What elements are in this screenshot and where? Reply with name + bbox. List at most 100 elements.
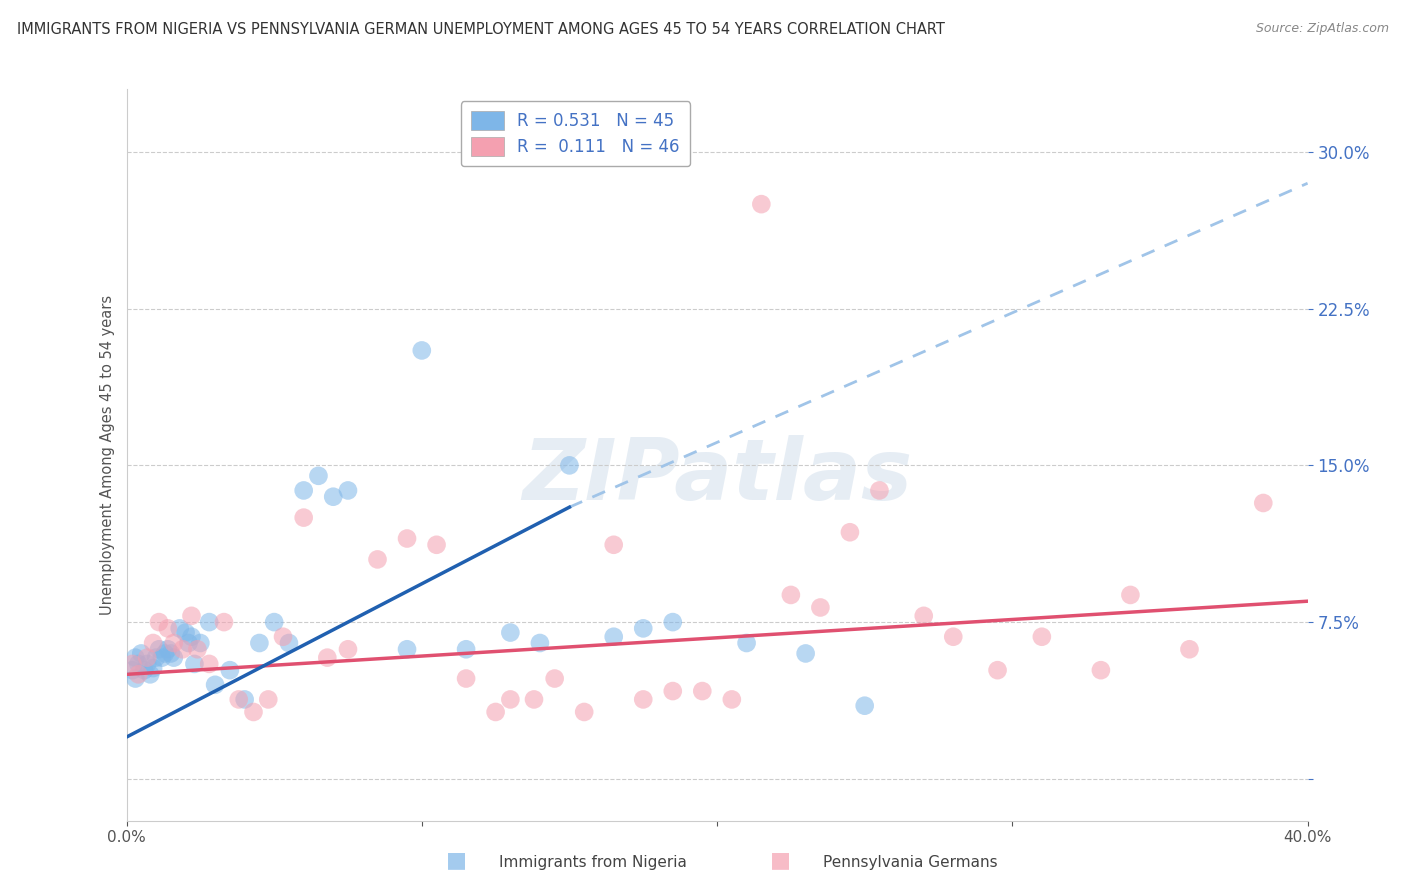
Point	[1119, 588, 1142, 602]
Point	[1178, 642, 1201, 657]
Point	[263, 615, 285, 629]
Point	[242, 705, 264, 719]
Point	[779, 588, 801, 602]
Point	[136, 657, 159, 671]
Point	[186, 642, 208, 657]
Point	[172, 642, 194, 657]
Point	[160, 647, 183, 661]
Point	[720, 692, 742, 706]
Point	[271, 630, 294, 644]
Point	[942, 630, 965, 644]
Point	[142, 661, 165, 675]
Point	[153, 647, 176, 661]
Point	[484, 705, 508, 719]
Point	[366, 552, 388, 566]
Point	[558, 458, 581, 473]
Point	[292, 510, 315, 524]
Point	[148, 615, 170, 629]
Point	[148, 642, 170, 657]
Legend: R = 0.531   N = 45, R =  0.111   N = 46: R = 0.531 N = 45, R = 0.111 N = 46	[461, 101, 690, 166]
Point	[411, 343, 433, 358]
Point	[853, 698, 876, 713]
Point	[1090, 663, 1112, 677]
Point	[233, 692, 256, 706]
Point	[278, 636, 301, 650]
Point	[810, 600, 832, 615]
Point	[543, 672, 565, 686]
Point	[602, 538, 624, 552]
Point	[134, 663, 156, 677]
Point	[1251, 496, 1274, 510]
Point	[156, 642, 179, 657]
Point	[574, 705, 596, 719]
Point	[180, 608, 202, 623]
Point	[633, 692, 655, 706]
Point	[163, 650, 186, 665]
Point	[228, 692, 250, 706]
Point	[121, 657, 143, 671]
Point	[912, 608, 935, 623]
Point	[124, 672, 146, 686]
Text: ZIPatlas: ZIPatlas	[522, 435, 912, 518]
Point	[169, 621, 191, 635]
Point	[121, 663, 143, 677]
Point	[499, 692, 522, 706]
Point	[337, 483, 360, 498]
Point	[751, 197, 773, 211]
Point	[690, 684, 713, 698]
Point	[145, 650, 167, 665]
Point	[396, 532, 419, 546]
Point	[204, 678, 226, 692]
Point	[188, 636, 211, 650]
Point	[661, 684, 683, 698]
Point	[247, 636, 270, 650]
Y-axis label: Unemployment Among Ages 45 to 54 years: Unemployment Among Ages 45 to 54 years	[100, 295, 115, 615]
Point	[499, 625, 522, 640]
Text: IMMIGRANTS FROM NIGERIA VS PENNSYLVANIA GERMAN UNEMPLOYMENT AMONG AGES 45 TO 54 : IMMIGRANTS FROM NIGERIA VS PENNSYLVANIA …	[17, 22, 945, 37]
Point	[396, 642, 419, 657]
Point	[454, 642, 477, 657]
Point	[794, 647, 817, 661]
Point	[602, 630, 624, 644]
Point	[139, 667, 162, 681]
Point	[124, 650, 146, 665]
Point	[127, 667, 149, 681]
Text: Pennsylvania Germans: Pennsylvania Germans	[823, 855, 997, 870]
Point	[735, 636, 758, 650]
Text: ■: ■	[770, 850, 790, 870]
Point	[156, 621, 179, 635]
Point	[163, 636, 186, 650]
Text: Source: ZipAtlas.com: Source: ZipAtlas.com	[1256, 22, 1389, 36]
Point	[987, 663, 1010, 677]
Point	[127, 657, 149, 671]
Point	[198, 657, 221, 671]
Point	[337, 642, 360, 657]
Point	[633, 621, 655, 635]
Point	[174, 625, 197, 640]
Point	[322, 490, 344, 504]
Point	[454, 672, 477, 686]
Point	[523, 692, 546, 706]
Point	[218, 663, 242, 677]
Point	[292, 483, 315, 498]
Text: ■: ■	[447, 850, 467, 870]
Text: Immigrants from Nigeria: Immigrants from Nigeria	[499, 855, 688, 870]
Point	[316, 650, 339, 665]
Point	[136, 650, 159, 665]
Point	[257, 692, 280, 706]
Point	[529, 636, 551, 650]
Point	[661, 615, 683, 629]
Point	[183, 657, 205, 671]
Point	[177, 636, 200, 650]
Point	[142, 636, 165, 650]
Point	[307, 468, 329, 483]
Point	[150, 650, 173, 665]
Point	[869, 483, 891, 498]
Point	[1031, 630, 1053, 644]
Point	[425, 538, 447, 552]
Point	[198, 615, 221, 629]
Point	[838, 525, 860, 540]
Point	[129, 647, 153, 661]
Point	[180, 630, 202, 644]
Point	[212, 615, 235, 629]
